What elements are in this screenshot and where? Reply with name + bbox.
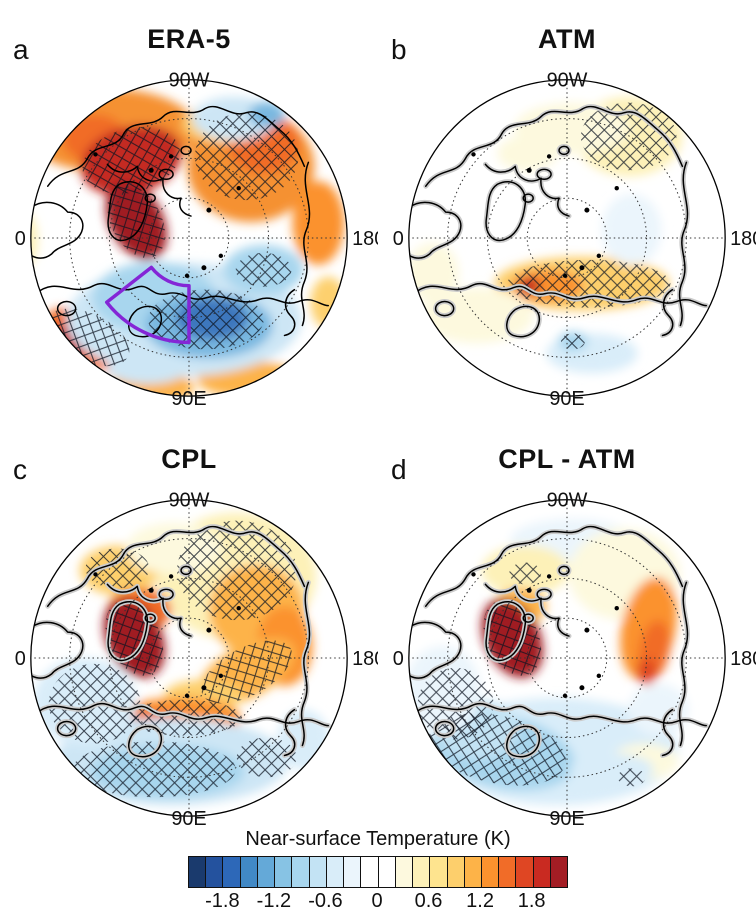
colorbar-segment [189,857,207,887]
label-180: 180 [730,228,756,250]
colorbar-segment [464,857,482,887]
colorbar-segment [533,857,551,887]
colorbar-segment [344,857,362,887]
colorbar-segment [447,857,465,887]
label-0: 0 [393,648,404,670]
panel-letter: a [13,34,29,65]
label-90w: 90W [169,70,210,92]
label-180: 180 [730,648,756,670]
panel-letter: b [391,34,407,65]
panel-title: CPL - ATM [498,444,636,475]
colorbar-segment [550,857,568,887]
colorbar-segment [257,857,276,887]
colorbar-segment [361,857,379,887]
label-180: 180 [352,648,378,670]
label-90e: 90E [549,388,584,410]
map-outline [30,499,348,817]
label-90w: 90W [547,490,588,512]
map-outline [408,499,726,817]
label-180: 180 [352,228,378,250]
panel-title: ATM [538,24,596,55]
colorbar-tick-label: -1.8 [205,890,240,912]
map-era5: 90W 90E 0 180 [15,70,378,410]
label-0: 0 [15,228,26,250]
label-90e: 90E [549,808,584,830]
label-0: 0 [393,228,404,250]
panel-cpl: CPL c [0,420,378,840]
panel-letter: d [391,454,407,485]
colorbar-segment [206,857,224,887]
panel-era5: ERA-5 a [0,0,378,420]
colorbar-bar [188,856,568,888]
colorbar-ticks: -1.8 -1.2 -0.6 0 0.6 1.2 1.8 [188,890,566,914]
analysis-region-outline [104,265,191,345]
label-90e: 90E [171,808,206,830]
colorbar-segment [378,857,396,887]
panel-letter: c [13,454,27,485]
colorbar-tick-label: 1.2 [466,890,494,912]
colorbar-title: Near-surface Temperature (K) [245,828,511,850]
significance-hatching [417,562,646,787]
colorbar-segment [292,857,310,887]
colorbar-segment [223,857,241,887]
colorbar-segment [326,857,345,887]
map-atm: 90W 90E 0 180 [393,70,756,410]
significance-hatching [45,112,299,367]
colorbar-segment [413,857,431,887]
colorbar-segment [309,857,327,887]
colorbar-segment [430,857,448,887]
label-90e: 90E [171,388,206,410]
map-outline [30,79,348,397]
colorbar-tick-label: -1.2 [256,890,292,912]
colorbar-tick-label: 1.8 [517,890,546,912]
panel-title: ERA-5 [147,24,231,55]
map-cpl-minus-atm: 90W 90E 0 180 [393,490,756,830]
label-0: 0 [15,648,26,670]
panel-title: CPL [161,444,217,475]
colorbar-segment [395,857,414,887]
significance-hatching [507,102,677,350]
label-90w: 90W [169,490,210,512]
colorbar-segment [240,857,258,887]
map-outline [408,79,726,397]
panel-atm: ATM b [378,0,756,420]
colorbar-segment [499,857,517,887]
colorbar-tick-label: -0.6 [308,890,343,912]
colorbar-segment [275,857,293,887]
colorbar-tick-label: 0.6 [414,890,443,912]
colorbar: Near-surface Temperature (K) -1.8 -1.2 -0.… [0,824,756,917]
label-90w: 90W [547,70,588,92]
colorbar-segment [481,857,500,887]
panel-cpl-minus-atm: CPL - ATM d [378,420,756,840]
colorbar-tick-label: 0 [371,890,383,912]
colorbar-segment [516,857,534,887]
map-cpl: 90W 90E 0 180 [15,490,378,830]
